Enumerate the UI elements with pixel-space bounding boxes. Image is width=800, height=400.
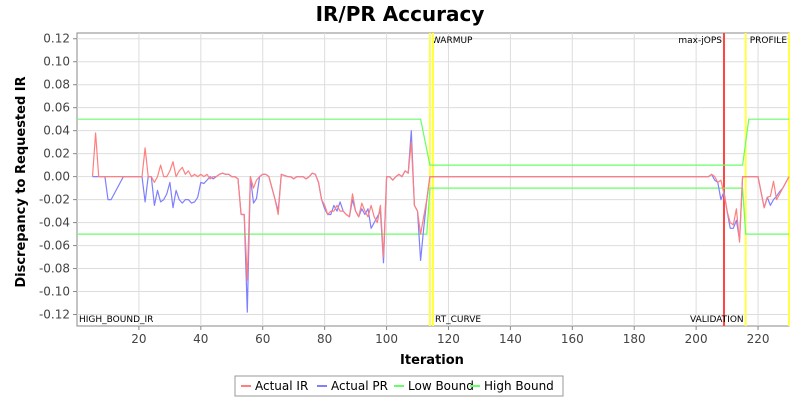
x-tick-label: 120 [437,332,460,346]
series-line-high-bound [77,118,789,166]
x-axis-label: Iteration [400,353,464,368]
chart-title: IR/PR Accuracy [316,2,485,26]
series-line-low-bound [77,187,789,235]
marker-label-rt-curve: RT_CURVE [435,315,481,325]
marker-label-profile: PROFILE [750,36,788,46]
y-tick-label: 0.10 [43,55,70,69]
marker-label-warmup: WARMUP [432,36,473,46]
series-line-actual-ir [91,132,790,281]
y-tick-label: -0.06 [39,239,70,253]
x-tick-label: 100 [375,332,398,346]
legend-label: Low Bound [408,379,474,393]
series-lines [77,118,790,313]
marker-label-max-jops: max-jOPS [678,36,722,46]
x-tick-label: 180 [623,332,646,346]
x-tick-label: 40 [193,332,208,346]
y-tick-label: 0.00 [43,170,70,184]
y-tick-label: 0.12 [43,32,70,46]
plot-area: WARMUPRT_CURVEmax-jOPSVALIDATIONPROFILE … [76,32,790,327]
y-tick-label: -0.08 [39,262,70,276]
y-tick-label: -0.12 [39,308,70,322]
x-tick-label: 60 [255,332,270,346]
y-tick-label: 0.06 [43,101,70,115]
x-tick-label: 220 [747,332,770,346]
x-tick-label: 80 [317,332,332,346]
x-tick-label: 20 [131,332,146,346]
legend: Actual IR Actual PR Low Bound High Bound [234,375,564,397]
y-axis-ticks: 0.12 0.10 0.08 0.06 0.04 0.02 0.00 -0.02 -0.04 -0… [39,32,77,322]
y-tick-label: 0.08 [43,78,70,92]
marker-label-validation: VALIDATION [690,315,744,325]
x-tick-label: 140 [499,332,522,346]
x-tick-label: 160 [561,332,584,346]
y-tick-label: -0.10 [39,285,70,299]
x-axis-ticks: 20 40 60 80 100 120 140 160 180 200 220 [131,326,769,346]
legend-label: Actual IR [255,379,308,393]
legend-label: Actual PR [331,379,388,393]
y-tick-label: 0.02 [43,147,70,161]
high-bound-ir-label: HIGH_BOUND_IR [79,315,153,325]
x-tick-label: 200 [685,332,708,346]
y-tick-label: -0.04 [39,216,70,230]
y-tick-label: -0.02 [39,193,70,207]
y-axis-label: Discrepancy to Requested IR [14,76,29,287]
legend-label: High Bound [484,379,554,393]
y-tick-label: 0.04 [43,124,70,138]
